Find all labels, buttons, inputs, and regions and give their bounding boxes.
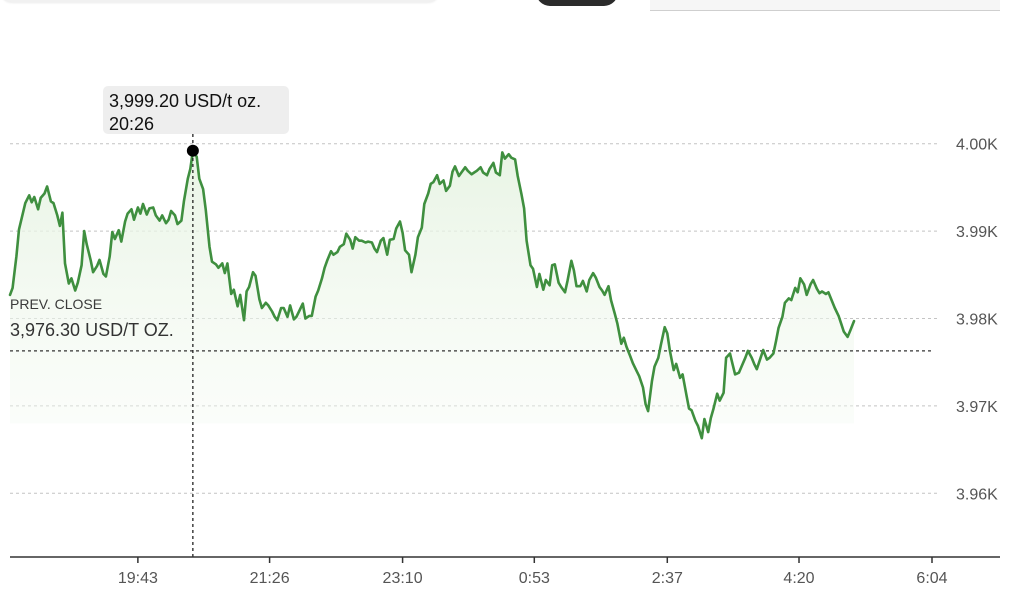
- price-area-fill: [10, 150, 854, 439]
- tooltip-box: [103, 86, 289, 134]
- x-tick-label: 23:10: [383, 570, 423, 587]
- top-search-bar[interactable]: [0, 0, 440, 2]
- tooltip-value: 3,999.20 USD/t oz.: [109, 91, 261, 111]
- y-tick-label: 3.97K: [956, 399, 998, 416]
- prev-close-label: PREV. CLOSE: [10, 296, 102, 312]
- prev-close-value: 3,976.30 USD/T OZ.: [10, 320, 174, 340]
- cursor-dot: [186, 144, 199, 157]
- tooltip-time: 20:26: [109, 114, 154, 134]
- x-axis-ticks: 19:43 21:26 23:10 0:53 2:37 4:20 6:04: [118, 557, 948, 587]
- x-tick-label: 6:04: [916, 570, 947, 587]
- x-tick-label: 0:53: [519, 570, 550, 587]
- y-tick-label: 3.98K: [956, 312, 998, 329]
- price-line: [8, 149, 856, 440]
- y-axis-ticks: 4.00K 3.99K 3.98K 3.97K 3.96K: [956, 137, 998, 504]
- top-input-field[interactable]: [650, 0, 1000, 11]
- x-tick-label: 4:20: [783, 570, 814, 587]
- y-tick-label: 4.00K: [956, 137, 998, 154]
- x-tick-label: 19:43: [118, 570, 158, 587]
- top-toggle[interactable]: [536, 0, 618, 6]
- y-tick-label: 3.96K: [956, 486, 998, 503]
- price-tooltip: 3,999.20 USD/t oz. 20:26: [103, 86, 289, 134]
- y-tick-label: 3.99K: [956, 224, 998, 241]
- x-tick-label: 2:37: [652, 570, 683, 587]
- x-tick-label: 21:26: [250, 570, 290, 587]
